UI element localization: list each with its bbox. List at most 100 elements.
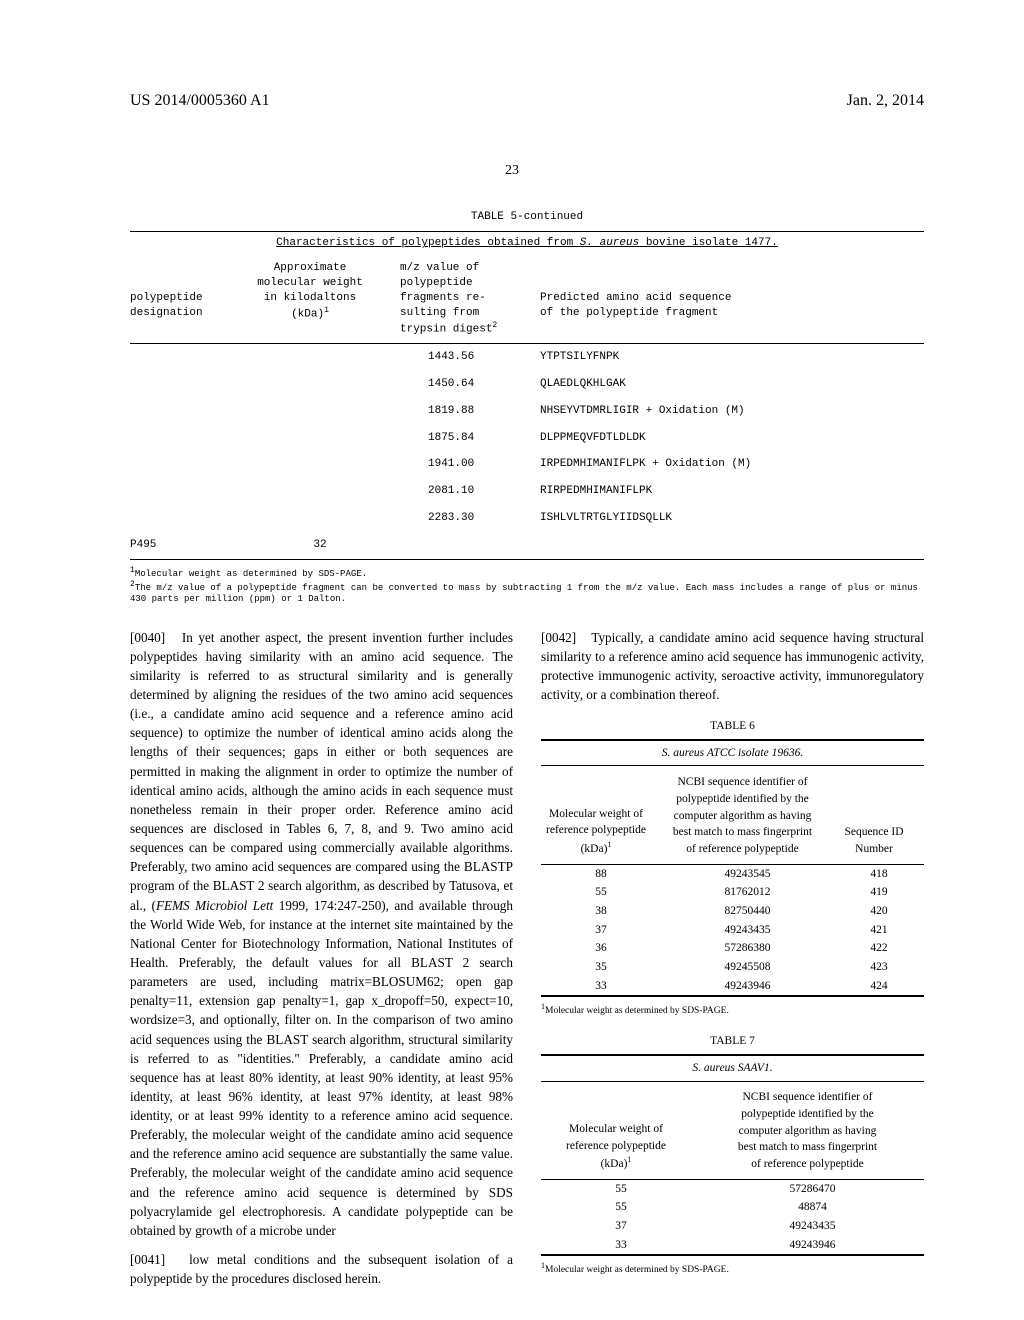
pub-date: Jan. 2, 2014 xyxy=(847,90,924,112)
td: 55 xyxy=(541,884,661,901)
td: 49243435 xyxy=(701,1218,924,1235)
td: 55 xyxy=(541,1181,701,1198)
caption-italic: S. aureus xyxy=(692,1062,734,1074)
th: computer algorithm as having xyxy=(674,810,812,822)
th: (kDa) xyxy=(601,1158,628,1170)
th: of the polypeptide fragment xyxy=(540,307,718,319)
td: 1819.88 xyxy=(400,404,540,419)
caption-part: SAAV1. xyxy=(735,1062,773,1074)
table-7-caption: S. aureus SAAV1. xyxy=(541,1056,924,1081)
th: computer algorithm as having xyxy=(739,1125,877,1137)
table-row: 5557286470 xyxy=(541,1180,924,1199)
th: of reference polypeptide xyxy=(686,843,798,855)
caption-part: Characteristics of polypeptides obtained… xyxy=(276,237,580,249)
td: 88 xyxy=(541,866,661,883)
td: 33 xyxy=(541,978,661,995)
table-5-note2: 2The m/z value of a polypeptide fragment… xyxy=(130,580,924,606)
th: in kilodaltons xyxy=(264,292,356,304)
table-7-header: Molecular weight of reference polypeptid… xyxy=(541,1082,924,1179)
th: best match to mass fingerprint xyxy=(673,826,812,838)
left-column: [0040] In yet another aspect, the presen… xyxy=(130,628,513,1299)
table-5: TABLE 5-continued Characteristics of pol… xyxy=(130,210,924,605)
table-6-title: TABLE 6 xyxy=(541,718,924,735)
table-7-note: 1Molecular weight as determined by SDS-P… xyxy=(541,1260,924,1278)
td: DLPPMEQVFDTLDLDK xyxy=(540,431,924,446)
th: polypeptide identified by the xyxy=(676,793,809,805)
para-num: [0042] xyxy=(541,630,576,645)
td: 49245508 xyxy=(661,959,834,976)
th: m/z value of xyxy=(400,262,479,274)
td: 49243946 xyxy=(661,978,834,995)
td: 423 xyxy=(834,959,924,976)
td: IRPEDMHIMANIFLPK + Oxidation (M) xyxy=(540,457,924,472)
table-5-note1: 1Molecular weight as determined by SDS-P… xyxy=(130,566,924,580)
table-row: 2081.10RIRPEDMHIMANIFLPK xyxy=(130,478,924,505)
table-row: 3349243946424 xyxy=(541,977,924,996)
para-num: [0040] xyxy=(130,630,165,645)
page-number: 23 xyxy=(0,162,1024,181)
para-text: low metal conditions and the subsequent … xyxy=(130,1252,513,1286)
td: 37 xyxy=(541,1218,701,1235)
th: polypeptide xyxy=(400,277,473,289)
table-6: TABLE 6 S. aureus ATCC isolate 19636. Mo… xyxy=(541,718,924,1019)
th: NCBI sequence identifier of xyxy=(743,1091,873,1103)
table-5-title: TABLE 5-continued xyxy=(130,210,924,225)
table-row: 1450.64QLAEDLQKHLGAK xyxy=(130,371,924,398)
td: 421 xyxy=(834,922,924,939)
table-row: 2283.30ISHLVLTRTGLYIIDSQLLK xyxy=(130,505,924,532)
table-row: 5581762012419 xyxy=(541,883,924,902)
th: (kDa) xyxy=(291,308,324,320)
table-row: 3749243435 xyxy=(541,1217,924,1236)
td: 420 xyxy=(834,903,924,920)
table-row: 3882750440420 xyxy=(541,902,924,921)
note-text: Molecular weight as determined by SDS-PA… xyxy=(545,1007,729,1017)
para-0042: [0042] Typically, a candidate amino acid… xyxy=(541,628,924,705)
td: 419 xyxy=(834,884,924,901)
para-0040: [0040] In yet another aspect, the presen… xyxy=(130,628,513,1241)
th: molecular weight xyxy=(257,277,363,289)
table-6-note: 1Molecular weight as determined by SDS-P… xyxy=(541,1001,924,1019)
th: designation xyxy=(130,307,203,319)
td: 36 xyxy=(541,940,661,957)
caption-part: ATCC isolate 19636. xyxy=(704,747,803,759)
th: Molecular weight of xyxy=(549,808,643,820)
note-text: Molecular weight as determined by SDS-PA… xyxy=(135,569,367,579)
table-row: 1819.88NHSEYVTDMRLIGIR + Oxidation (M) xyxy=(130,398,924,425)
td: 2283.30 xyxy=(400,511,540,526)
th: trypsin digest xyxy=(400,323,492,335)
table-row: 3749243435421 xyxy=(541,921,924,940)
td: 49243545 xyxy=(661,866,834,883)
table-6-header: Molecular weight of reference polypeptid… xyxy=(541,766,924,863)
td: P495 xyxy=(130,538,240,553)
table-row: 8849243545418 xyxy=(541,865,924,884)
caption-italic: S. aureus xyxy=(662,747,704,759)
table-7-title: TABLE 7 xyxy=(541,1033,924,1050)
th: fragments re- xyxy=(400,292,486,304)
td: QLAEDLQKHLGAK xyxy=(540,377,924,392)
para-text: Typically, a candidate amino acid sequen… xyxy=(541,630,924,702)
table-row: 1941.00IRPEDMHIMANIFLPK + Oxidation (M) xyxy=(130,451,924,478)
td: 57286380 xyxy=(661,940,834,957)
table-5-caption: Characteristics of polypeptides obtained… xyxy=(130,232,924,255)
td: 1875.84 xyxy=(400,431,540,446)
th: reference polypeptide xyxy=(566,1140,666,1152)
th: of reference polypeptide xyxy=(751,1158,863,1170)
th: Sequence ID xyxy=(844,826,903,838)
th: Molecular weight of xyxy=(569,1123,663,1135)
th: best match to mass fingerprint xyxy=(738,1141,877,1153)
right-column: [0042] Typically, a candidate amino acid… xyxy=(541,628,924,1299)
table-7: TABLE 7 S. aureus SAAV1. Molecular weigh… xyxy=(541,1033,924,1278)
caption-part: bovine isolate 1477. xyxy=(639,237,778,249)
td: 82750440 xyxy=(661,903,834,920)
table-row: 3657286380422 xyxy=(541,939,924,958)
td: ISHLVLTRTGLYIIDSQLLK xyxy=(540,511,924,526)
td: 33 xyxy=(541,1237,701,1254)
th: reference polypeptide xyxy=(546,824,646,836)
para-0041: [0041] low metal conditions and the subs… xyxy=(130,1250,513,1288)
td: 418 xyxy=(834,866,924,883)
th: sulting from xyxy=(400,307,479,319)
table-row: 3549245508423 xyxy=(541,958,924,977)
caption-italic: S. aureus xyxy=(580,237,639,249)
td: 38 xyxy=(541,903,661,920)
th: Approximate xyxy=(274,262,347,274)
